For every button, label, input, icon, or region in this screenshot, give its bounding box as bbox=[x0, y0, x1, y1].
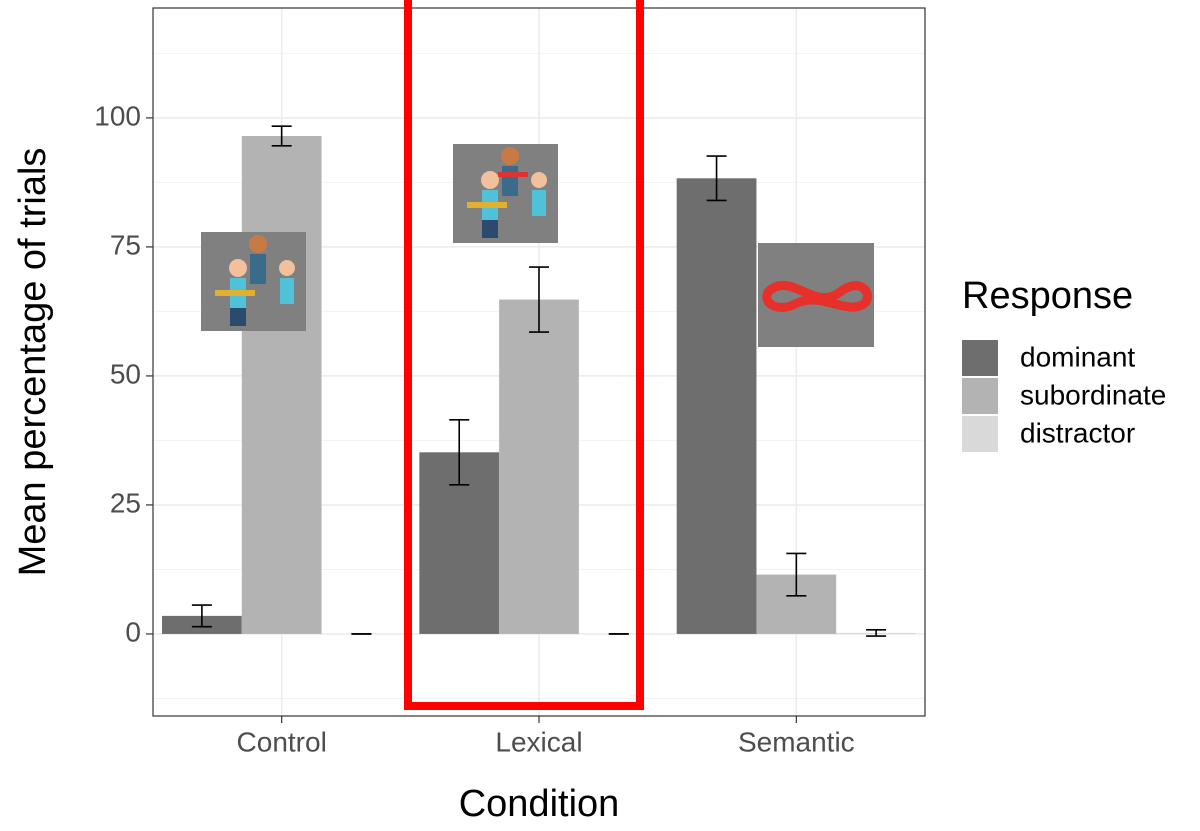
legend-title: Response bbox=[962, 275, 1133, 317]
legend-key bbox=[962, 416, 998, 452]
thumbnail-lexical bbox=[453, 144, 558, 243]
legend-label: dominant bbox=[1020, 341, 1135, 372]
y-tick-label: 25 bbox=[110, 487, 141, 518]
y-tick-label: 50 bbox=[110, 358, 141, 389]
x-tick-label: Control bbox=[237, 726, 327, 757]
y-tick-label: 0 bbox=[125, 616, 141, 647]
bar bbox=[499, 300, 579, 634]
thumbnail-control bbox=[201, 232, 306, 331]
y-tick-label: 100 bbox=[94, 100, 141, 131]
y-tick-label: 75 bbox=[110, 229, 141, 260]
legend-label: subordinate bbox=[1020, 379, 1166, 410]
legend-label: distractor bbox=[1020, 417, 1135, 448]
y-axis-title: Mean percentage of trials bbox=[12, 148, 54, 577]
x-tick-label: Lexical bbox=[495, 726, 582, 757]
bar bbox=[242, 136, 322, 634]
legend-key bbox=[962, 378, 998, 414]
chart: Condition Mean percentage of trials Resp… bbox=[0, 0, 1200, 826]
thumbnail-semantic bbox=[758, 243, 874, 347]
x-tick-label: Semantic bbox=[738, 726, 855, 757]
legend-key bbox=[962, 340, 998, 376]
x-axis-title: Condition bbox=[459, 783, 620, 825]
bar bbox=[677, 178, 757, 634]
